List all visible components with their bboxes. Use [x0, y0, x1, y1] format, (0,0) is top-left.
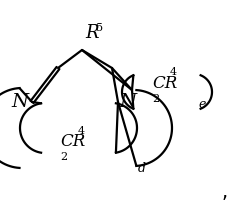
- Text: 2: 2: [152, 94, 159, 104]
- Text: N: N: [12, 93, 29, 111]
- Text: ,: ,: [222, 182, 228, 202]
- Text: R: R: [85, 24, 98, 42]
- Text: e: e: [198, 98, 205, 111]
- Text: 4: 4: [170, 67, 177, 77]
- Text: 4: 4: [78, 126, 85, 136]
- Text: 5: 5: [96, 23, 103, 33]
- Text: CR: CR: [152, 76, 177, 92]
- Text: CR: CR: [60, 134, 85, 151]
- Text: 2: 2: [60, 152, 67, 162]
- Text: N: N: [119, 93, 136, 111]
- Text: d: d: [138, 162, 146, 175]
